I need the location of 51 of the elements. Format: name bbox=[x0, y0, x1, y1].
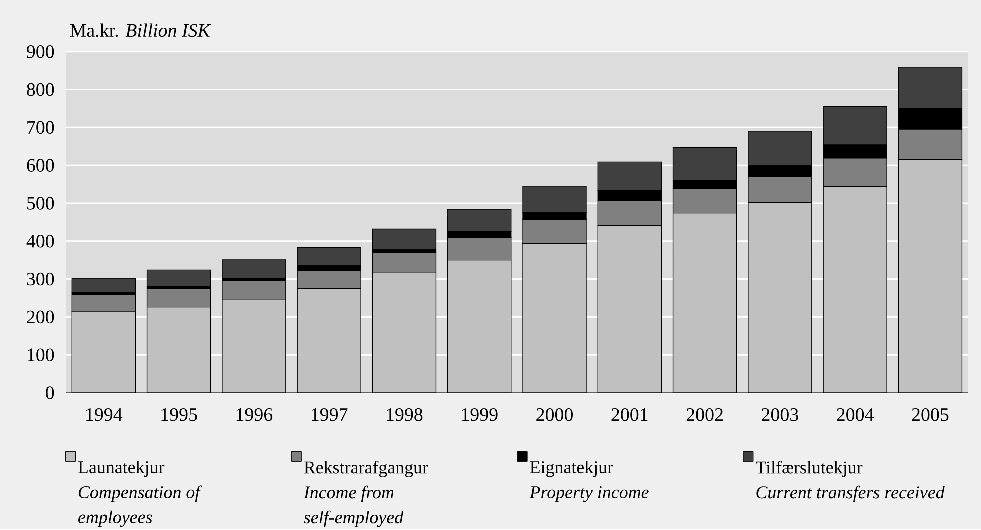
bar bbox=[898, 160, 963, 394]
x-tick-label: 1996 bbox=[236, 408, 273, 422]
y-tick-label: 500 bbox=[28, 197, 54, 210]
bar bbox=[823, 186, 888, 394]
legend-label: Rekstrarafgangur bbox=[304, 461, 428, 478]
bar bbox=[146, 307, 212, 394]
x-tick-label: 1997 bbox=[312, 408, 348, 422]
text: Income from self-employed bbox=[304, 486, 404, 528]
x-tick-label: 2004 bbox=[837, 408, 874, 422]
text: Property income bbox=[530, 486, 649, 502]
y-tick-label: 400 bbox=[26, 235, 54, 248]
y-tick-label: 300 bbox=[27, 273, 54, 286]
bar bbox=[748, 202, 812, 394]
x-tick-label: 2005 bbox=[912, 408, 949, 422]
legend-label: Launatekjur bbox=[78, 461, 165, 478]
y-tick-label: 800 bbox=[27, 84, 54, 96]
bar bbox=[522, 243, 587, 394]
text: Current transfers received bbox=[756, 486, 945, 503]
bar bbox=[372, 272, 437, 394]
bar bbox=[222, 260, 286, 280]
x-tick-label: 2001 bbox=[612, 408, 648, 422]
bar bbox=[146, 288, 212, 308]
bar bbox=[372, 252, 437, 273]
bar bbox=[448, 260, 512, 394]
x-tick-label: 2000 bbox=[536, 408, 573, 422]
x-tick-label: 1995 bbox=[162, 408, 198, 422]
x-tick-label: 1998 bbox=[387, 408, 423, 422]
y-tick-label: 600 bbox=[27, 159, 54, 172]
bar bbox=[146, 270, 212, 288]
y-tick-label: 200 bbox=[27, 310, 54, 324]
bar bbox=[222, 281, 286, 300]
bar bbox=[672, 213, 738, 394]
legend-label: Tilfærslutekjur bbox=[756, 461, 863, 478]
y-tick-label: 100 bbox=[28, 348, 54, 362]
x-tick-label: 2002 bbox=[686, 408, 723, 422]
y-tick-label: 900 bbox=[27, 46, 54, 58]
y-tick-label: 0 bbox=[46, 386, 54, 400]
bar bbox=[598, 226, 662, 394]
legend-label: Eignatekjur bbox=[530, 461, 614, 478]
x-tick-label: 1994 bbox=[86, 408, 123, 422]
x-tick-label: 1999 bbox=[462, 408, 498, 422]
y-tick-label: 700 bbox=[28, 121, 54, 134]
y-axis-title: Ma.kr. Billion ISK bbox=[70, 24, 212, 38]
bar bbox=[72, 278, 136, 294]
bar bbox=[222, 299, 286, 394]
bar bbox=[297, 248, 362, 267]
x-tick-label: 2003 bbox=[762, 408, 798, 422]
bar bbox=[297, 288, 362, 394]
bar bbox=[372, 229, 437, 250]
text: Compensation of employees bbox=[78, 486, 202, 528]
bar bbox=[72, 311, 136, 394]
